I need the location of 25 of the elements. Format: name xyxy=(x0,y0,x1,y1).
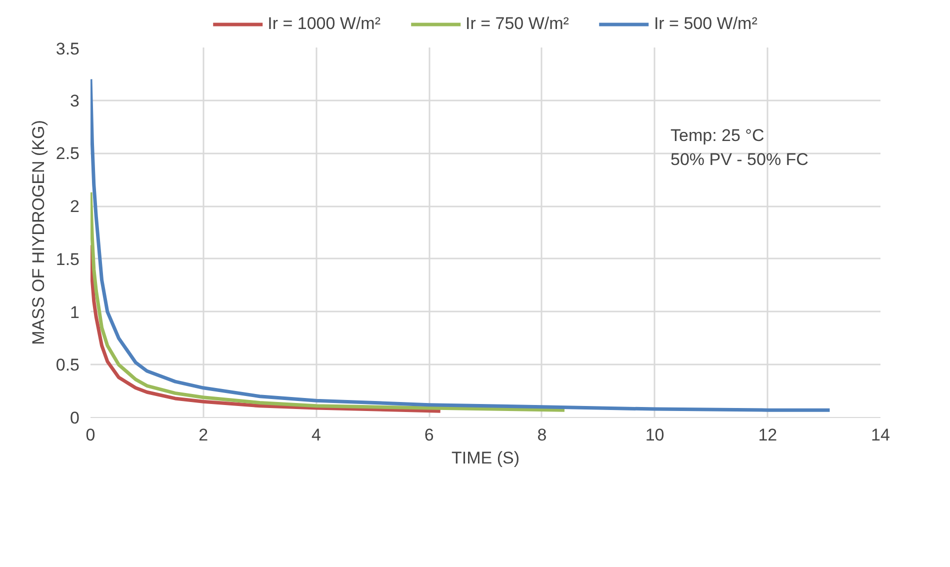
y-tick-label: 1 xyxy=(70,302,80,322)
x-tick-label: 12 xyxy=(758,426,778,444)
legend-label: Ir = 1000 W/m² xyxy=(268,14,381,34)
y-tick-label: 2 xyxy=(70,197,80,216)
y-tick-label: 0.5 xyxy=(56,356,80,375)
x-tick-label: 2 xyxy=(198,426,208,444)
y-tick-label: 3 xyxy=(70,91,80,110)
legend-label: Ir = 500 W/m² xyxy=(654,14,758,34)
line-series xyxy=(90,77,832,412)
y-axis-title: MASS OF HIYDROGEN (KG) xyxy=(28,120,48,345)
x-tick-label: 8 xyxy=(537,426,547,444)
x-tick-label: 0 xyxy=(86,426,96,444)
x-tick-label: 14 xyxy=(871,426,890,444)
y-tick-label: 1.5 xyxy=(56,250,80,269)
y-tick-label: 2.5 xyxy=(56,144,80,164)
legend-label: Ir = 750 W/m² xyxy=(466,14,569,34)
x-tick-label: 6 xyxy=(424,426,434,444)
line-series xyxy=(90,190,566,412)
line-series xyxy=(90,243,442,413)
x-tick-label: 10 xyxy=(645,426,664,444)
y-tick-label: 3.5 xyxy=(56,40,80,58)
annotation: Temp: 25 °C 50% PV - 50% FC xyxy=(670,126,808,169)
x-axis-title: TIME (S) xyxy=(452,448,520,468)
x-tick-label: 4 xyxy=(311,426,321,444)
y-tick-label: 0 xyxy=(70,408,80,428)
